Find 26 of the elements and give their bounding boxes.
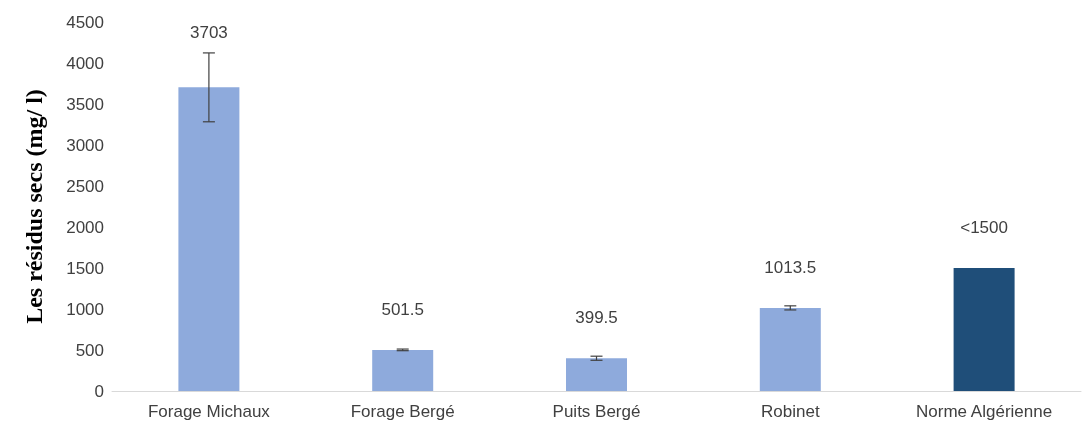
y-tick-label: 3500 xyxy=(66,94,104,114)
x-tick-label: Puits Bergé xyxy=(552,402,641,421)
x-tick-label: Forage Bergé xyxy=(350,402,455,421)
x-tick-label: Forage Michaux xyxy=(147,402,271,421)
x-tick-label: Robinet xyxy=(761,402,820,421)
y-tick-label: 0 xyxy=(94,381,104,401)
data-label: 501.5 xyxy=(381,299,424,319)
y-tick-label: 500 xyxy=(75,340,104,360)
bar xyxy=(178,87,240,391)
y-tick-label: 2000 xyxy=(66,217,104,237)
bar xyxy=(566,358,627,391)
bar xyxy=(953,268,1015,391)
data-label: 399.5 xyxy=(575,308,618,328)
y-tick-label: 3000 xyxy=(66,135,104,155)
bar xyxy=(372,349,434,391)
data-label: 3703 xyxy=(189,22,228,42)
y-tick-label: 2500 xyxy=(66,176,104,196)
bar xyxy=(759,307,821,391)
y-tick-label: 1000 xyxy=(66,299,104,319)
data-label: 1013.5 xyxy=(764,257,817,277)
y-axis-title: Les résidus secs (mg/ l) xyxy=(21,89,47,324)
data-label: <1500 xyxy=(960,218,1008,237)
x-tick-label: Norme Algérienne xyxy=(916,402,1053,421)
y-tick-label: 4500 xyxy=(66,12,104,32)
y-tick-label: 1500 xyxy=(66,258,104,278)
y-tick-label: 4000 xyxy=(66,53,104,73)
